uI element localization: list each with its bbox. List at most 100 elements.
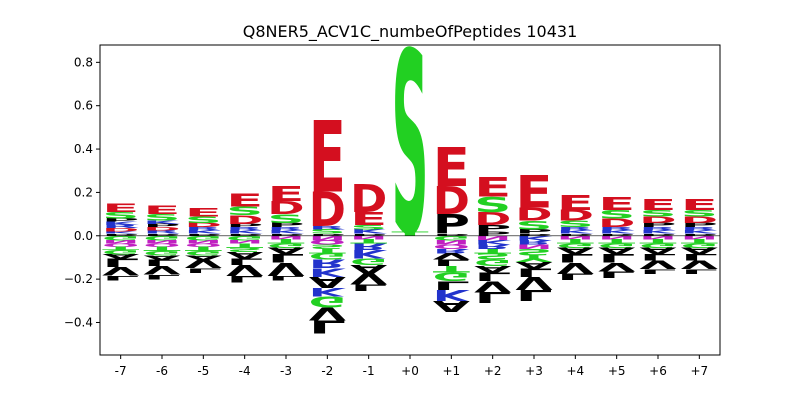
svg-text:P: P (557, 233, 594, 236)
svg-text:L: L (681, 268, 718, 275)
svg-text:T: T (309, 247, 347, 254)
logo-letter-P: P (474, 230, 511, 237)
logo-letter-L: L (515, 265, 552, 279)
logo-letter-K: K (474, 239, 512, 246)
logo-letter-E: E (267, 182, 304, 206)
svg-text:L: L (598, 251, 635, 265)
logo-letter-K: K (185, 230, 223, 235)
svg-text:L: L (309, 316, 346, 337)
svg-text:N: N (681, 235, 718, 240)
svg-text:Q: Q (185, 242, 222, 247)
svg-text:V: V (598, 260, 635, 274)
logo-letter-G: G (226, 234, 263, 241)
logo-letter-R: R (309, 257, 346, 271)
svg-text:K: K (309, 265, 346, 279)
svg-text:D: D (309, 182, 346, 238)
logo-letter-K: K (515, 234, 553, 241)
logo-letter-V: V (309, 303, 346, 324)
svg-text:L: L (226, 274, 263, 284)
logo-letter-S: S (226, 204, 263, 218)
svg-text:S: S (598, 207, 635, 221)
svg-text:P: P (474, 230, 511, 237)
logo-letter-D: D (474, 209, 511, 230)
svg-text:E: E (143, 203, 180, 217)
svg-text:L: L (681, 252, 718, 262)
logo-letter-P: P (515, 228, 552, 235)
svg-text:T: T (102, 245, 140, 250)
logo-letter-P: P (185, 233, 222, 236)
logo-letter-S: S (309, 228, 346, 235)
logo-letter-G: G (557, 242, 594, 249)
svg-text:V: V (143, 263, 180, 277)
svg-text:G: G (102, 234, 139, 241)
svg-text:G: G (433, 234, 470, 241)
logo-letter-N: N (185, 239, 222, 244)
svg-text:G: G (143, 234, 180, 241)
logo-letter-S: S (681, 208, 718, 218)
logo-letter-G: G (598, 242, 635, 249)
logo-letter-E: E (515, 166, 552, 218)
logo-letter-K: K (226, 230, 264, 235)
logo-letter-E: E (433, 136, 470, 198)
logo-letter-A: A (598, 245, 636, 255)
svg-text:Q: Q (102, 242, 139, 247)
logo-letter-L: L (309, 316, 346, 337)
logo-letter-N: N (681, 235, 718, 240)
logo-letter-N: N (102, 239, 139, 244)
svg-text:E: E (598, 193, 635, 214)
svg-text:S: S (474, 251, 511, 261)
logo-letter-K: K (598, 230, 636, 235)
svg-text:G: G (474, 257, 511, 267)
logo-letter-P: P (557, 233, 594, 236)
svg-text:Y: Y (515, 253, 554, 263)
logo-letter-E: E (102, 201, 139, 215)
logo-letter-P: P (598, 233, 635, 236)
logo-letter-A: A (515, 259, 553, 269)
logo-letter-G: G (267, 242, 304, 249)
logo-letter-T: T (474, 247, 512, 254)
svg-text:G: G (185, 249, 222, 256)
logo-letter-V: V (226, 261, 264, 278)
svg-text:V: V (102, 264, 139, 278)
svg-text:P: P (598, 233, 635, 236)
logo-letter-N: N (474, 234, 511, 241)
svg-text:G: G (102, 248, 139, 255)
logo-letter-V: V (433, 251, 471, 261)
logo-letter-S: S (598, 207, 635, 221)
svg-text:R: R (474, 243, 511, 250)
svg-text:T: T (267, 237, 305, 244)
logo-letter-Y: Y (515, 253, 554, 263)
svg-text:R: R (309, 257, 346, 271)
svg-text:R: R (639, 226, 676, 231)
logo-letter-E: E (309, 100, 346, 215)
svg-text:A: A (350, 262, 387, 276)
svg-text:V: V (350, 270, 388, 287)
logo-letter-D: D (639, 214, 676, 224)
svg-text:R: R (515, 239, 552, 246)
y-tick-label: 0.6 (74, 99, 93, 113)
logo-letter-L: L (681, 268, 718, 275)
logo-letter-P: P (639, 222, 676, 229)
svg-text:N: N (309, 234, 346, 241)
svg-text:G: G (350, 256, 387, 266)
svg-text:D: D (433, 178, 470, 223)
svg-text:G: G (226, 234, 263, 241)
svg-text:R: R (433, 247, 470, 254)
logo-letter-S: S (226, 246, 263, 253)
x-tick-label: +0 (401, 364, 419, 378)
logo-letter-Q: Q (143, 242, 180, 247)
svg-text:A: A (433, 297, 471, 314)
svg-text:P: P (639, 222, 676, 229)
logo-letter-N: N (267, 235, 304, 240)
svg-text:P: P (309, 233, 346, 236)
logo-letter-P: P (267, 222, 304, 229)
x-tick-label: -1 (363, 364, 375, 378)
svg-text:S: S (143, 212, 180, 222)
svg-text:G: G (598, 242, 635, 249)
y-tick-label: 0.8 (74, 55, 93, 69)
logo-letter-P: P (433, 233, 470, 236)
logo-letter-P: P (515, 233, 552, 236)
logo-letter-K: K (309, 285, 346, 299)
logo-letter-G: G (102, 234, 139, 241)
